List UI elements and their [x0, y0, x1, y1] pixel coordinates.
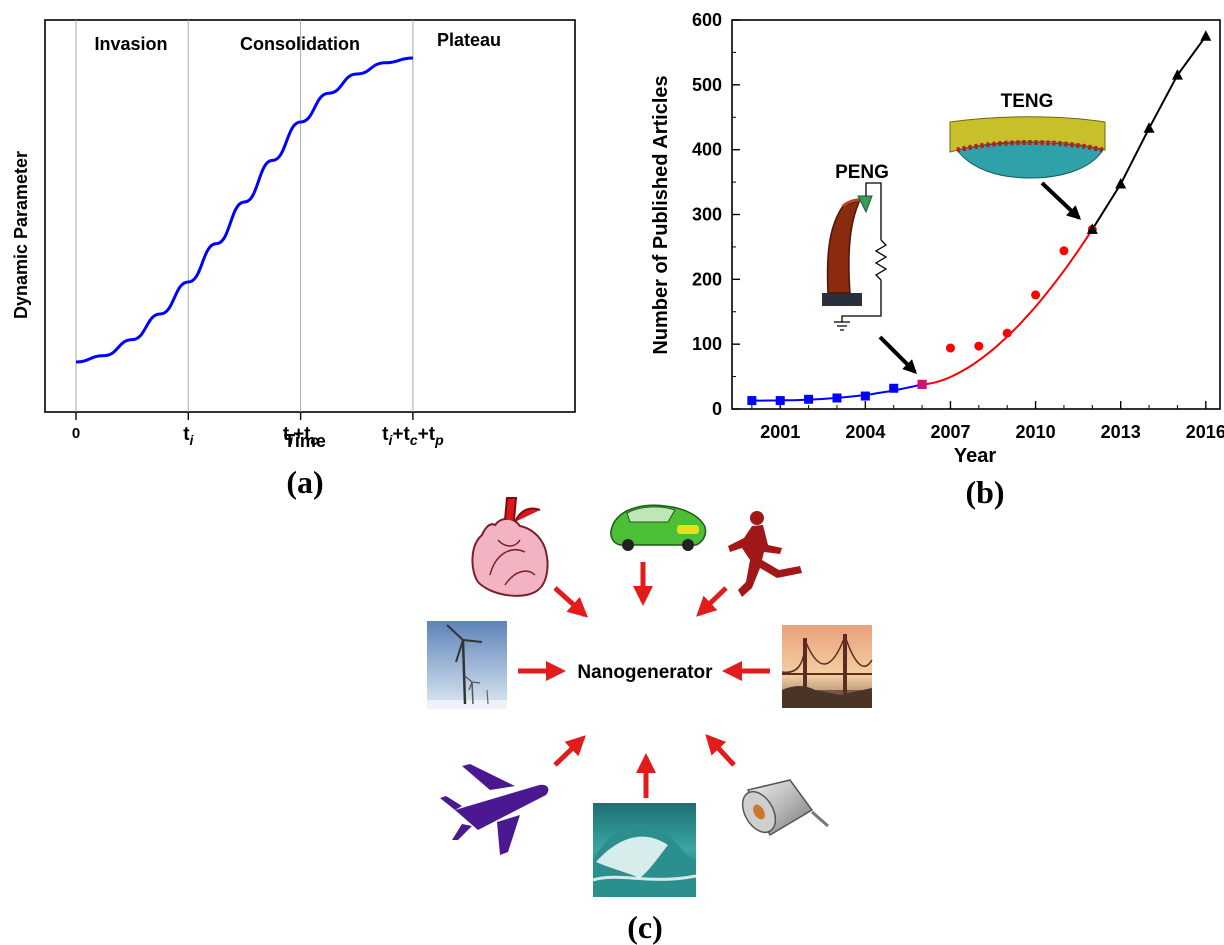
panel-a-ticks	[75, 412, 414, 420]
data-point-circle	[945, 343, 955, 353]
y-tick-label: 300	[692, 205, 722, 225]
panel-b-axes: 0 100 200 300 400 500 600 2001 2004 2007 2010 2013 2…	[692, 10, 1224, 442]
motor-icon	[741, 779, 829, 837]
peng-circuit	[841, 182, 888, 322]
x-tick-label: ti+tc+tp	[382, 424, 444, 448]
panel-a-frame	[44, 19, 576, 413]
data-point-triangle	[1086, 223, 1098, 234]
data-point-square	[747, 396, 757, 406]
x-tick-label: 2004	[845, 422, 885, 442]
teng-device-illustration: TENG	[949, 91, 1106, 179]
data-point-square	[804, 394, 814, 404]
panel-a-label: (a)	[286, 464, 323, 500]
data-point-circle	[1031, 290, 1041, 300]
x-tick-label: 2001	[760, 422, 800, 442]
x-tick-label: 0	[72, 425, 80, 442]
panel-b-y-axis-label: Number of Published Articles	[650, 75, 672, 354]
x-tick-label: ti	[183, 424, 194, 448]
panel-b-frame	[731, 19, 1221, 410]
heart-icon	[471, 497, 549, 597]
data-point-square	[889, 383, 899, 393]
arrow-from-airplane	[553, 735, 586, 767]
y-tick-label: 600	[692, 10, 722, 30]
phase-label-plateau: Plateau	[437, 30, 501, 50]
nanogenerator-label: Nanogenerator	[577, 662, 713, 683]
y-tick-label: 100	[692, 334, 722, 354]
panel-a-series	[75, 56, 413, 364]
bridge-image	[781, 625, 873, 708]
phase-label-invasion: Invasion	[94, 34, 167, 54]
peng-substrate	[822, 293, 862, 306]
ocean-wave-image	[592, 803, 697, 897]
peng-label: PENG	[835, 162, 889, 183]
data-point-square	[832, 393, 842, 403]
y-tick-label: 200	[692, 269, 722, 289]
x-tick-label: 2013	[1101, 422, 1141, 442]
data-point-square	[775, 396, 785, 406]
peng-nanowire	[826, 198, 862, 294]
arrow-from-heart	[553, 586, 588, 618]
data-point-circle	[1002, 328, 1012, 338]
ground-icon	[834, 321, 850, 331]
x-tick-label: 2010	[1016, 422, 1056, 442]
wind-turbines-image	[427, 621, 507, 709]
data-point-triangle	[1143, 122, 1155, 133]
x-tick-label: ti+tc	[283, 424, 319, 448]
peng-device-illustration: PENG	[822, 162, 889, 331]
arrow-from-runner	[696, 586, 728, 617]
y-tick-label: 400	[692, 140, 722, 160]
teng-interface	[956, 140, 1104, 153]
data-point-transition	[917, 379, 927, 389]
panel-b-x-axis-label: Year	[954, 445, 996, 467]
panel-c-diagram: Nanogenerator	[427, 497, 873, 945]
fit-line	[1091, 35, 1207, 230]
car-icon	[610, 504, 707, 551]
panel-a-phase-dividers	[75, 20, 414, 412]
panel-b-label: (b)	[965, 474, 1004, 510]
data-point-triangle	[1115, 178, 1127, 189]
panel-a-y-axis-label: Dynamic Parameter	[11, 151, 31, 319]
dynamic-parameter-curve	[75, 56, 413, 364]
panel-a-chart: Invasion Consolidation Plateau Time Dyna…	[11, 19, 576, 500]
teng-bottom-layer	[956, 142, 1104, 179]
peng-arrow	[878, 335, 917, 374]
peng-tip	[857, 195, 873, 214]
panel-b-markers	[747, 30, 1212, 406]
x-tick-label: 2016	[1186, 422, 1224, 442]
panel-b-chart: 0 100 200 300 400 500 600 2001 2004 2007 2010 2013 2…	[650, 10, 1224, 510]
arrow-from-motor	[705, 734, 736, 767]
data-point-square	[860, 391, 870, 401]
panel-c-label: (c)	[627, 909, 663, 945]
data-point-circle	[1059, 246, 1069, 256]
y-tick-label: 500	[692, 75, 722, 95]
airplane-icon	[440, 764, 549, 855]
panel-a-x-axis-label: Time	[284, 431, 326, 451]
x-tick-label: 2007	[930, 422, 970, 442]
teng-arrow	[1040, 181, 1082, 220]
energy-source-arrows	[518, 562, 770, 798]
teng-label: TENG	[1001, 91, 1054, 112]
phase-label-consolidation: Consolidation	[240, 34, 360, 54]
data-point-triangle	[1171, 69, 1183, 80]
panel-a-x-tick-labels: 0 ti ti+tc ti+tc+tp	[72, 424, 444, 448]
data-point-triangle	[1200, 30, 1212, 41]
runner-icon	[728, 511, 802, 597]
y-tick-label: 0	[712, 399, 722, 419]
data-point-circle	[974, 341, 984, 351]
